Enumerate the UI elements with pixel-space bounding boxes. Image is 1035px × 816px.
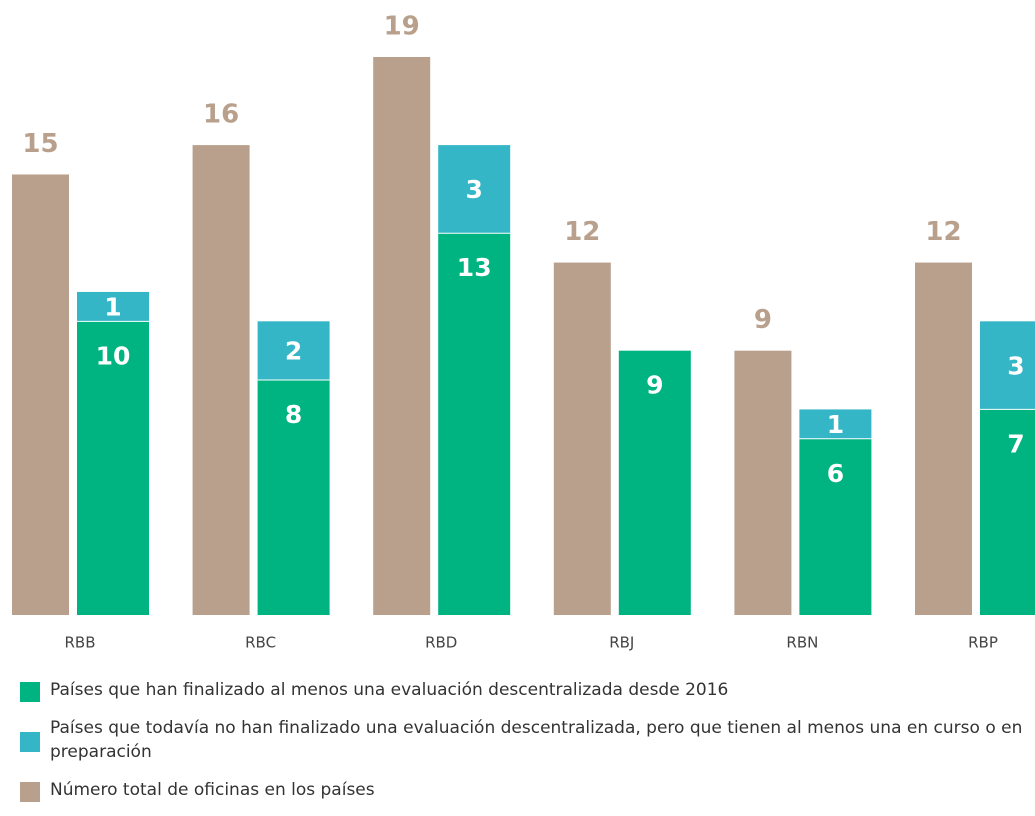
data-label: 19 (384, 12, 420, 42)
bar (799, 409, 872, 439)
bar (915, 262, 972, 615)
bar (12, 174, 69, 615)
bar (77, 321, 149, 615)
bar (257, 380, 330, 615)
data-label: 6 (827, 459, 844, 488)
data-label: 8 (285, 400, 302, 429)
x-tick-label: RBB (64, 634, 95, 652)
bar (192, 145, 250, 615)
x-tick-label: RBJ (609, 634, 634, 652)
legend-label: Número total de oficinas en los países (50, 780, 375, 800)
bar (373, 57, 431, 615)
data-label: 12 (564, 217, 600, 247)
data-label: 13 (457, 253, 492, 282)
data-label: 16 (203, 100, 239, 130)
legend-swatch (20, 782, 40, 802)
data-label: 9 (754, 305, 772, 335)
legend-label: Países que todavía no han finalizado una… (50, 718, 1023, 762)
data-label: 3 (1007, 351, 1024, 380)
x-tick-label: RBD (425, 634, 457, 652)
bar (257, 321, 330, 381)
bar (438, 233, 511, 616)
legend-item: Países que todavía no han finalizado una… (20, 716, 1030, 764)
data-label: 2 (285, 337, 302, 366)
bar (77, 291, 149, 322)
legend-item: Países que han finalizado al menos una e… (20, 678, 1030, 702)
legend-item: Número total de oficinas en los países (20, 778, 1030, 802)
bar (980, 409, 1035, 615)
x-tick-label: RBP (968, 634, 998, 652)
x-tick-label: RBC (245, 634, 276, 652)
data-label: 1 (827, 410, 844, 439)
bar (980, 321, 1035, 410)
legend-label: Países que han finalizado al menos una e… (50, 680, 729, 700)
bar (553, 262, 611, 615)
chart: 15 10 1 RBB 16 8 2 RBC 19 13 3 RBD 12 9 RBJ 9 6 1 RBN 12 7 3 R… (12, 12, 1035, 652)
data-label: 9 (646, 371, 663, 400)
bar (799, 438, 872, 615)
bar (438, 145, 511, 234)
legend: Países que han finalizado al menos una e… (20, 678, 1030, 816)
data-label: 3 (465, 175, 482, 204)
legend-swatch (20, 732, 40, 752)
bar (734, 350, 792, 615)
data-label: 15 (22, 129, 58, 159)
bar (618, 350, 691, 615)
data-label: 7 (1007, 429, 1024, 458)
legend-swatch (20, 682, 40, 702)
data-label: 1 (104, 293, 121, 322)
data-label: 10 (96, 341, 131, 370)
x-tick-label: RBN (786, 634, 818, 652)
data-label: 12 (925, 217, 961, 247)
